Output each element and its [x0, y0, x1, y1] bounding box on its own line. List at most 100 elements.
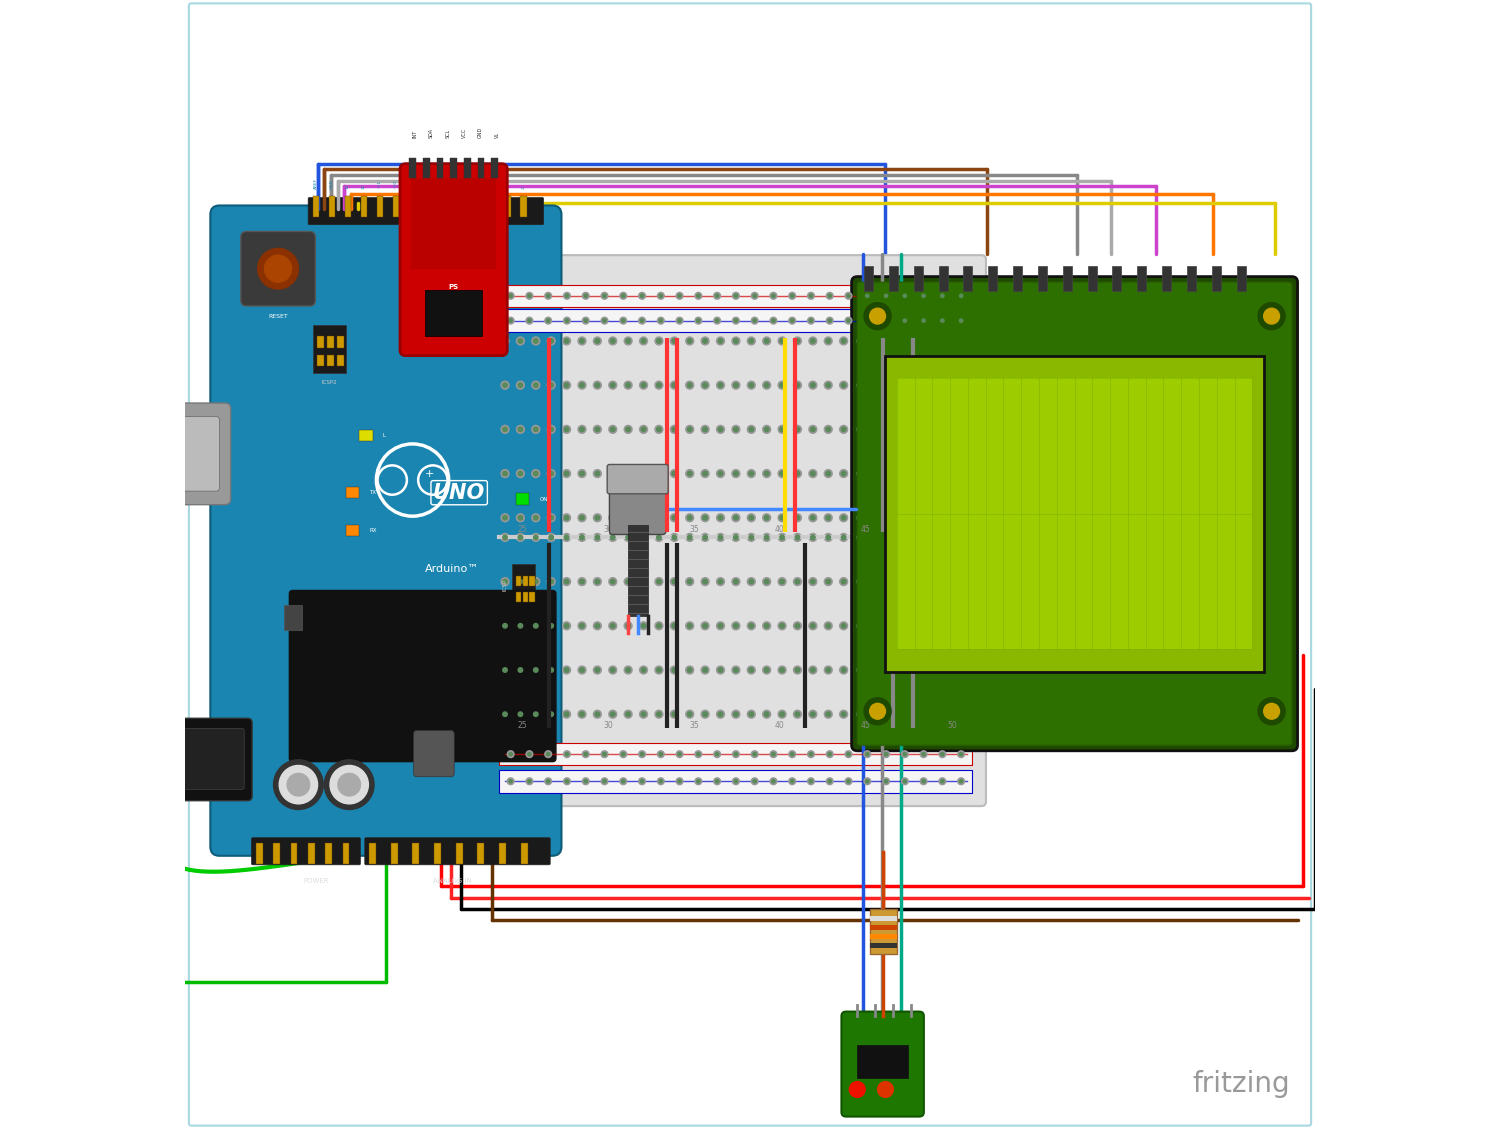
Circle shape — [678, 294, 681, 297]
Circle shape — [948, 338, 956, 345]
Circle shape — [642, 427, 646, 431]
Circle shape — [780, 623, 784, 628]
Circle shape — [734, 320, 738, 323]
Circle shape — [856, 471, 861, 475]
Circle shape — [686, 426, 693, 434]
Circle shape — [918, 427, 922, 431]
Circle shape — [578, 666, 586, 674]
Circle shape — [732, 470, 740, 478]
Bar — [516, 493, 530, 505]
Circle shape — [933, 516, 938, 520]
Circle shape — [610, 339, 615, 343]
Circle shape — [902, 578, 909, 586]
Circle shape — [657, 292, 664, 299]
Bar — [392, 843, 398, 864]
Circle shape — [747, 578, 754, 586]
Circle shape — [922, 320, 926, 323]
Circle shape — [620, 292, 627, 299]
Circle shape — [626, 667, 630, 672]
Circle shape — [532, 533, 540, 542]
Circle shape — [562, 533, 570, 542]
Circle shape — [902, 622, 909, 630]
Bar — [500, 770, 972, 793]
Bar — [358, 430, 372, 441]
Circle shape — [534, 623, 538, 628]
Circle shape — [886, 426, 894, 434]
Bar — [433, 843, 441, 864]
Circle shape — [717, 533, 724, 542]
Bar — [500, 309, 972, 332]
Circle shape — [518, 516, 522, 520]
Circle shape — [827, 778, 833, 785]
Circle shape — [670, 338, 678, 345]
Text: 13: 13 — [346, 183, 350, 189]
Circle shape — [704, 712, 708, 717]
Circle shape — [656, 338, 663, 345]
Circle shape — [940, 320, 944, 323]
Circle shape — [596, 471, 600, 475]
Circle shape — [778, 666, 786, 674]
Circle shape — [950, 712, 954, 717]
Circle shape — [885, 752, 888, 756]
FancyBboxPatch shape — [183, 728, 244, 789]
Circle shape — [579, 471, 584, 475]
Circle shape — [503, 712, 507, 717]
Circle shape — [903, 535, 908, 540]
Circle shape — [903, 780, 906, 784]
Bar — [1137, 266, 1146, 291]
Circle shape — [855, 426, 862, 434]
Circle shape — [902, 292, 908, 299]
Circle shape — [700, 622, 709, 630]
Text: 50: 50 — [946, 525, 957, 534]
Text: 40: 40 — [776, 721, 784, 730]
Circle shape — [584, 752, 588, 756]
Circle shape — [578, 533, 586, 542]
Circle shape — [778, 533, 786, 542]
Circle shape — [732, 514, 740, 522]
Circle shape — [871, 471, 876, 475]
Text: ~9: ~9 — [410, 182, 414, 189]
Circle shape — [828, 780, 831, 784]
Circle shape — [546, 320, 550, 323]
Circle shape — [548, 533, 555, 542]
Circle shape — [888, 427, 892, 431]
Circle shape — [718, 712, 723, 717]
Circle shape — [871, 516, 876, 520]
Circle shape — [885, 780, 888, 784]
FancyBboxPatch shape — [152, 403, 231, 505]
Circle shape — [933, 535, 938, 540]
Circle shape — [642, 623, 646, 628]
Circle shape — [676, 292, 682, 299]
Circle shape — [626, 427, 630, 431]
Circle shape — [594, 470, 602, 478]
Circle shape — [933, 471, 938, 475]
Circle shape — [503, 471, 507, 475]
Circle shape — [842, 471, 846, 475]
Circle shape — [503, 339, 507, 343]
Circle shape — [621, 780, 626, 784]
Circle shape — [808, 426, 818, 434]
Circle shape — [902, 514, 909, 522]
Bar — [492, 158, 498, 178]
Circle shape — [596, 516, 600, 520]
Circle shape — [696, 780, 700, 784]
Circle shape — [596, 712, 600, 717]
Circle shape — [657, 751, 664, 758]
Circle shape — [950, 535, 954, 540]
Circle shape — [672, 383, 676, 387]
Bar — [520, 196, 526, 217]
Circle shape — [582, 292, 590, 299]
Circle shape — [807, 317, 814, 324]
Text: GND: GND — [330, 178, 334, 189]
Circle shape — [765, 427, 770, 431]
Circle shape — [639, 710, 648, 718]
Circle shape — [933, 712, 938, 717]
Circle shape — [748, 667, 753, 672]
Circle shape — [549, 471, 554, 475]
Circle shape — [847, 752, 850, 756]
Circle shape — [624, 533, 632, 542]
Circle shape — [870, 666, 879, 674]
Circle shape — [855, 338, 862, 345]
Circle shape — [844, 778, 852, 785]
Bar — [627, 525, 648, 615]
